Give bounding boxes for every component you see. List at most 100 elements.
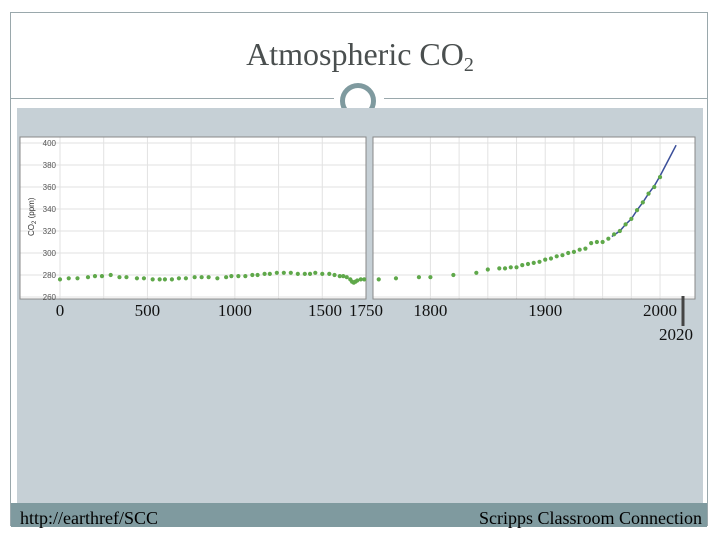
x-tick-1750: 1750 <box>349 301 383 320</box>
data-point <box>497 266 502 271</box>
data-point <box>192 275 197 280</box>
data-point <box>393 276 399 281</box>
data-point <box>474 270 479 275</box>
y-tick-label: 360 <box>43 183 57 192</box>
data-point <box>571 249 577 254</box>
data-point <box>169 277 175 282</box>
footer-url: http://earthref/SCC <box>20 508 158 528</box>
data-point <box>612 232 617 237</box>
data-point <box>150 277 155 282</box>
data-point <box>99 274 105 279</box>
data-point <box>255 272 260 278</box>
y-tick-label: 260 <box>43 293 57 302</box>
data-points <box>57 175 663 285</box>
data-point <box>583 246 588 251</box>
data-point <box>362 277 367 282</box>
data-point <box>313 270 318 275</box>
data-point <box>162 277 168 282</box>
data-point <box>307 271 313 276</box>
data-point <box>295 271 300 276</box>
data-point <box>229 274 234 279</box>
data-point <box>652 184 657 190</box>
footer-bar <box>11 503 707 527</box>
title-rule-right <box>384 98 708 99</box>
data-point <box>589 241 594 246</box>
data-point <box>646 191 651 196</box>
x-tick-label: 500 <box>135 301 161 320</box>
data-point <box>606 236 611 241</box>
data-point <box>250 272 255 278</box>
data-point <box>57 277 63 282</box>
data-point <box>92 274 98 279</box>
y-tick-label: 400 <box>43 139 57 148</box>
data-point <box>617 228 622 234</box>
data-point <box>566 250 571 256</box>
data-point <box>416 275 422 280</box>
left-panel <box>20 137 366 299</box>
y-tick-label: 340 <box>43 205 57 214</box>
data-point <box>85 275 91 280</box>
data-point <box>485 267 490 272</box>
data-point <box>124 275 129 280</box>
data-point <box>428 275 433 280</box>
x-tick-label: 1800 <box>413 301 447 320</box>
data-point <box>560 253 565 258</box>
data-point <box>332 272 337 278</box>
data-point <box>134 276 140 281</box>
data-point <box>206 275 211 280</box>
data-point <box>531 260 536 265</box>
data-point <box>634 208 640 213</box>
data-point <box>327 271 332 276</box>
y-axis-label: CO2 (ppm) <box>27 197 38 236</box>
data-point <box>236 274 241 279</box>
data-point <box>657 175 663 180</box>
data-point <box>508 265 513 270</box>
data-point <box>274 270 279 275</box>
data-point <box>502 266 508 271</box>
title-rule-left <box>10 98 334 99</box>
data-point <box>337 274 342 279</box>
x-axis-labels: 0 500 1000 1800 1900 2000 <box>56 301 677 320</box>
slide-title: Atmospheric CO2 <box>0 36 720 77</box>
x-tick-label: 1000 <box>218 301 252 320</box>
data-point <box>288 270 293 275</box>
data-point <box>224 275 229 280</box>
data-point <box>520 263 525 268</box>
data-point <box>640 200 645 205</box>
y-tick-label: 280 <box>43 271 57 280</box>
y-tick-label: 320 <box>43 227 57 236</box>
right-panel <box>373 137 695 299</box>
data-point <box>267 271 272 276</box>
left-panel-border <box>19 136 367 300</box>
data-point <box>66 276 71 281</box>
data-point <box>451 272 456 278</box>
data-point <box>376 277 381 282</box>
data-point <box>108 272 113 278</box>
data-point <box>183 276 188 281</box>
data-point <box>577 247 582 252</box>
data-point <box>341 274 346 279</box>
data-point <box>157 277 162 282</box>
data-point <box>117 275 122 280</box>
title-subscript: 2 <box>463 54 474 76</box>
x-tick-label: 2000 <box>643 301 677 320</box>
footer-credit: Scripps Classroom Connection <box>479 508 702 528</box>
data-point <box>262 271 267 276</box>
data-point <box>629 216 634 221</box>
data-point <box>623 222 628 227</box>
title-main: Atmospheric CO <box>246 36 464 72</box>
y-tick-label: 300 <box>43 249 57 258</box>
data-point <box>243 274 248 279</box>
data-point <box>554 254 559 259</box>
data-point <box>302 271 307 276</box>
data-point <box>355 278 360 283</box>
x-tick-label: 1900 <box>528 301 562 320</box>
data-point <box>344 275 349 280</box>
y-axis: 260 280 300 320 340 360 380 400 <box>43 139 57 302</box>
data-point <box>215 276 220 281</box>
data-point <box>281 270 286 275</box>
data-point <box>141 276 147 281</box>
data-point <box>525 261 531 267</box>
right-panel-border <box>372 136 696 300</box>
